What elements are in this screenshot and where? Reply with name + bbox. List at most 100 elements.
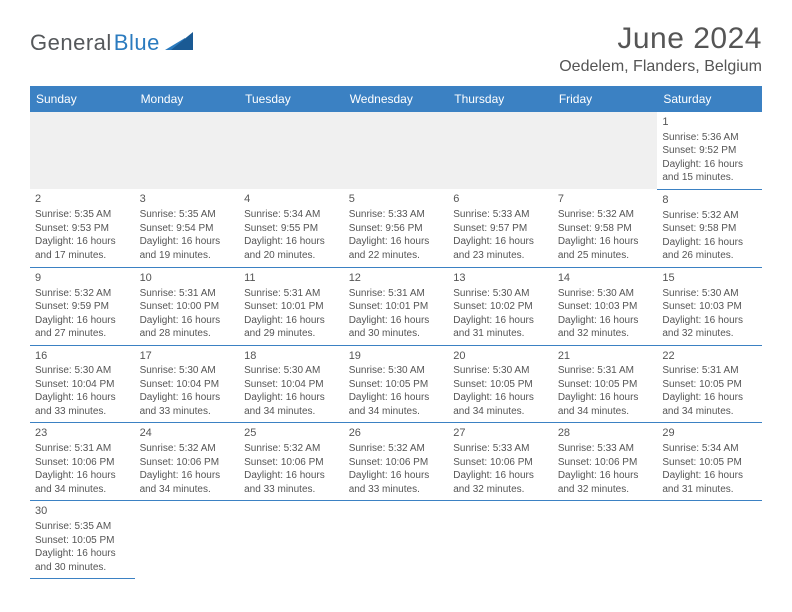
day-info-line: and 26 minutes. (662, 249, 757, 263)
day-info-line: Sunset: 10:06 PM (35, 456, 130, 470)
day-info-line: Sunset: 10:05 PM (558, 378, 653, 392)
day-info-line: Sunrise: 5:32 AM (35, 287, 130, 301)
calendar-day-cell (448, 112, 553, 189)
day-info-line: Sunrise: 5:31 AM (349, 287, 444, 301)
calendar-day-cell: 24Sunrise: 5:32 AMSunset: 10:06 PMDaylig… (135, 423, 240, 501)
calendar-body: 1Sunrise: 5:36 AMSunset: 9:52 PMDaylight… (30, 112, 762, 579)
day-info-line: Sunrise: 5:31 AM (140, 287, 235, 301)
day-info-line: Daylight: 16 hours (35, 547, 130, 561)
day-info-line: and 23 minutes. (453, 249, 548, 263)
day-info-line: and 32 minutes. (558, 483, 653, 497)
day-info-line: Sunrise: 5:33 AM (453, 208, 548, 222)
day-info-line: Daylight: 16 hours (558, 391, 653, 405)
day-info-line: Sunset: 10:04 PM (244, 378, 339, 392)
logo-text-dark: General (30, 30, 112, 56)
day-info-line: and 34 minutes. (453, 405, 548, 419)
calendar-day-cell (344, 501, 449, 579)
day-info-line: and 33 minutes. (244, 483, 339, 497)
calendar-week-row: 30Sunrise: 5:35 AMSunset: 10:05 PMDaylig… (30, 501, 762, 579)
day-info-line: Sunset: 10:06 PM (453, 456, 548, 470)
day-info-line: Sunset: 9:58 PM (662, 222, 757, 236)
day-info-line: Sunrise: 5:34 AM (244, 208, 339, 222)
day-number: 3 (140, 192, 235, 207)
day-info-line: Sunrise: 5:30 AM (558, 287, 653, 301)
day-info-line: and 20 minutes. (244, 249, 339, 263)
calendar-day-cell: 23Sunrise: 5:31 AMSunset: 10:06 PMDaylig… (30, 423, 135, 501)
calendar-day-cell: 19Sunrise: 5:30 AMSunset: 10:05 PMDaylig… (344, 345, 449, 423)
calendar-day-cell: 15Sunrise: 5:30 AMSunset: 10:03 PMDaylig… (657, 267, 762, 345)
day-info-line: Sunset: 9:54 PM (140, 222, 235, 236)
day-info-line: and 32 minutes. (662, 327, 757, 341)
day-info-line: Daylight: 16 hours (244, 469, 339, 483)
day-number: 7 (558, 192, 653, 207)
calendar-day-cell (344, 112, 449, 189)
calendar-table: SundayMondayTuesdayWednesdayThursdayFrid… (30, 86, 762, 579)
day-info-line: Sunset: 9:55 PM (244, 222, 339, 236)
day-info-line: and 30 minutes. (349, 327, 444, 341)
day-info-line: Daylight: 16 hours (140, 391, 235, 405)
day-number: 5 (349, 192, 444, 207)
title-block: June 2024 Oedelem, Flanders, Belgium (559, 22, 762, 76)
day-info-line: and 33 minutes. (140, 405, 235, 419)
day-info-line: Sunrise: 5:32 AM (662, 209, 757, 223)
day-info-line: Daylight: 16 hours (349, 391, 444, 405)
calendar-day-cell (30, 112, 135, 189)
calendar-day-cell (135, 112, 240, 189)
day-info-line: Sunrise: 5:31 AM (662, 364, 757, 378)
day-number: 26 (349, 426, 444, 441)
day-number: 19 (349, 349, 444, 364)
header: GeneralBlue June 2024 Oedelem, Flanders,… (30, 22, 762, 76)
day-info-line: Sunset: 9:57 PM (453, 222, 548, 236)
day-info-line: Sunset: 10:06 PM (349, 456, 444, 470)
day-info-line: Sunrise: 5:31 AM (244, 287, 339, 301)
day-info-line: Daylight: 16 hours (558, 235, 653, 249)
calendar-day-cell (239, 501, 344, 579)
day-info-line: Daylight: 16 hours (349, 235, 444, 249)
calendar-day-cell: 10Sunrise: 5:31 AMSunset: 10:00 PMDaylig… (135, 267, 240, 345)
day-number: 14 (558, 271, 653, 286)
calendar-day-cell: 7Sunrise: 5:32 AMSunset: 9:58 PMDaylight… (553, 189, 658, 267)
day-info-line: Sunset: 10:01 PM (349, 300, 444, 314)
day-info-line: Daylight: 16 hours (558, 314, 653, 328)
day-info-line: Sunrise: 5:35 AM (35, 520, 130, 534)
day-info-line: Sunrise: 5:30 AM (140, 364, 235, 378)
day-number: 30 (35, 504, 130, 519)
day-info-line: Sunrise: 5:33 AM (558, 442, 653, 456)
calendar-day-cell (448, 501, 553, 579)
day-number: 28 (558, 426, 653, 441)
calendar-day-cell: 6Sunrise: 5:33 AMSunset: 9:57 PMDaylight… (448, 189, 553, 267)
day-info-line: Sunset: 10:04 PM (140, 378, 235, 392)
day-info-line: Daylight: 16 hours (453, 314, 548, 328)
day-info-line: and 34 minutes. (244, 405, 339, 419)
day-number: 18 (244, 349, 339, 364)
day-header: Thursday (448, 86, 553, 112)
day-info-line: Sunrise: 5:32 AM (558, 208, 653, 222)
calendar-day-cell: 12Sunrise: 5:31 AMSunset: 10:01 PMDaylig… (344, 267, 449, 345)
day-number: 24 (140, 426, 235, 441)
calendar-day-cell: 25Sunrise: 5:32 AMSunset: 10:06 PMDaylig… (239, 423, 344, 501)
day-number: 15 (662, 271, 757, 286)
day-info-line: Sunrise: 5:30 AM (453, 364, 548, 378)
day-number: 22 (662, 349, 757, 364)
day-info-line: Daylight: 16 hours (244, 235, 339, 249)
calendar-day-cell: 1Sunrise: 5:36 AMSunset: 9:52 PMDaylight… (657, 112, 762, 189)
day-info-line: Sunset: 9:52 PM (662, 144, 757, 158)
day-number: 23 (35, 426, 130, 441)
day-info-line: Sunrise: 5:31 AM (558, 364, 653, 378)
day-info-line: Sunset: 9:53 PM (35, 222, 130, 236)
day-info-line: Sunrise: 5:30 AM (35, 364, 130, 378)
day-info-line: Daylight: 16 hours (662, 236, 757, 250)
day-info-line: Sunset: 10:02 PM (453, 300, 548, 314)
calendar-day-cell: 5Sunrise: 5:33 AMSunset: 9:56 PMDaylight… (344, 189, 449, 267)
day-info-line: Daylight: 16 hours (244, 391, 339, 405)
day-info-line: Daylight: 16 hours (662, 469, 757, 483)
day-info-line: and 25 minutes. (558, 249, 653, 263)
day-info-line: Sunrise: 5:32 AM (349, 442, 444, 456)
day-info-line: and 19 minutes. (140, 249, 235, 263)
calendar-day-cell: 2Sunrise: 5:35 AMSunset: 9:53 PMDaylight… (30, 189, 135, 267)
day-info-line: and 34 minutes. (349, 405, 444, 419)
calendar-day-cell: 11Sunrise: 5:31 AMSunset: 10:01 PMDaylig… (239, 267, 344, 345)
day-info-line: Sunset: 10:05 PM (662, 378, 757, 392)
calendar-day-cell: 26Sunrise: 5:32 AMSunset: 10:06 PMDaylig… (344, 423, 449, 501)
day-info-line: and 15 minutes. (662, 171, 757, 185)
